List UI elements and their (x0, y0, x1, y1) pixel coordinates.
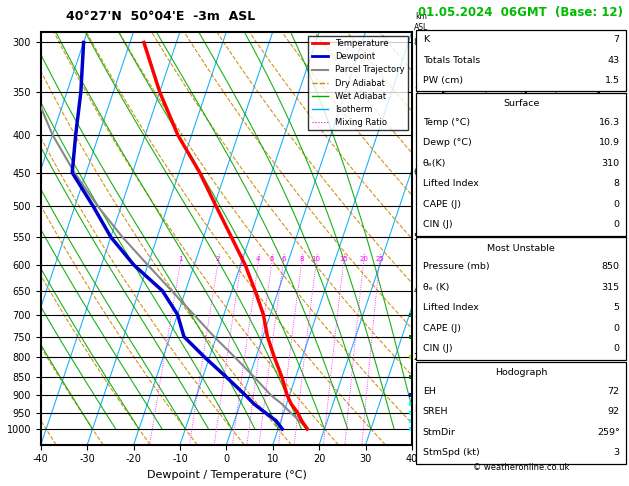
Text: 25: 25 (375, 256, 384, 262)
Text: K: K (423, 35, 429, 45)
Text: 0: 0 (613, 220, 620, 229)
Text: 7: 7 (613, 35, 620, 45)
Text: Totals Totals: Totals Totals (423, 56, 480, 65)
Text: CIN (J): CIN (J) (423, 220, 452, 229)
Text: 2: 2 (216, 256, 220, 262)
Text: 1: 1 (414, 391, 419, 399)
Text: 15: 15 (339, 256, 348, 262)
Text: kt: kt (447, 33, 455, 41)
Bar (416, 93, 626, 236)
X-axis label: Dewpoint / Temperature (°C): Dewpoint / Temperature (°C) (147, 470, 306, 480)
Text: 0: 0 (613, 345, 620, 353)
Text: Lifted Index: Lifted Index (423, 303, 479, 312)
Text: Pressure (mb): Pressure (mb) (423, 262, 489, 272)
Text: Lifted Index: Lifted Index (423, 179, 479, 188)
Text: LCL: LCL (414, 405, 429, 414)
Text: 4: 4 (256, 256, 260, 262)
Text: 3: 3 (613, 448, 620, 457)
Text: 310: 310 (601, 159, 620, 168)
Bar (416, 237, 626, 360)
Text: 43: 43 (608, 56, 620, 65)
Text: 20: 20 (359, 256, 368, 262)
Text: 92: 92 (608, 407, 620, 416)
Text: 8: 8 (414, 38, 419, 47)
Text: 6: 6 (414, 168, 419, 177)
Text: 2: 2 (414, 353, 419, 362)
Text: 315: 315 (601, 283, 620, 292)
Text: 16.3: 16.3 (598, 118, 620, 127)
Y-axis label: hPa: hPa (0, 228, 1, 248)
Text: 8: 8 (613, 179, 620, 188)
Text: 10: 10 (312, 256, 321, 262)
Text: 72: 72 (608, 387, 620, 396)
Text: 8: 8 (299, 256, 304, 262)
Text: 40°27'N  50°04'E  -3m  ASL: 40°27'N 50°04'E -3m ASL (66, 10, 255, 22)
Text: 259°: 259° (597, 428, 620, 436)
Text: CAPE (J): CAPE (J) (423, 200, 460, 208)
Text: 0: 0 (613, 200, 620, 208)
Text: 7: 7 (414, 87, 419, 96)
Text: 3: 3 (239, 256, 243, 262)
Text: 01.05.2024  06GMT  (Base: 12): 01.05.2024 06GMT (Base: 12) (418, 6, 623, 18)
Text: Mixing Ratio (g/kg): Mixing Ratio (g/kg) (428, 222, 437, 308)
Text: 3: 3 (414, 310, 419, 319)
Text: 5: 5 (613, 303, 620, 312)
Text: 4: 4 (414, 286, 419, 295)
Text: 6: 6 (281, 256, 286, 262)
Text: 1: 1 (178, 256, 183, 262)
Text: θₑ (K): θₑ (K) (423, 283, 449, 292)
Text: StmDir: StmDir (423, 428, 455, 436)
Text: Surface: Surface (503, 99, 539, 108)
Text: 5: 5 (414, 233, 419, 242)
Text: StmSpd (kt): StmSpd (kt) (423, 448, 479, 457)
Text: Dewp (°C): Dewp (°C) (423, 138, 471, 147)
Text: θₑ(K): θₑ(K) (423, 159, 446, 168)
Text: 0: 0 (613, 324, 620, 333)
Bar (416, 362, 626, 464)
Text: km
ASL: km ASL (414, 12, 428, 32)
Bar (416, 30, 626, 91)
Text: © weatheronline.co.uk: © weatheronline.co.uk (473, 464, 569, 472)
Text: PW (cm): PW (cm) (423, 76, 463, 86)
Text: Temp (°C): Temp (°C) (423, 118, 470, 127)
Text: 850: 850 (601, 262, 620, 272)
Text: EH: EH (423, 387, 435, 396)
Text: CAPE (J): CAPE (J) (423, 324, 460, 333)
Text: 5: 5 (270, 256, 274, 262)
Text: CIN (J): CIN (J) (423, 345, 452, 353)
Text: SREH: SREH (423, 407, 448, 416)
Text: Most Unstable: Most Unstable (487, 244, 555, 253)
Legend: Temperature, Dewpoint, Parcel Trajectory, Dry Adiabat, Wet Adiabat, Isotherm, Mi: Temperature, Dewpoint, Parcel Trajectory… (308, 36, 408, 130)
Text: 10.9: 10.9 (599, 138, 620, 147)
Text: Hodograph: Hodograph (495, 368, 547, 377)
Text: 1.5: 1.5 (604, 76, 620, 86)
